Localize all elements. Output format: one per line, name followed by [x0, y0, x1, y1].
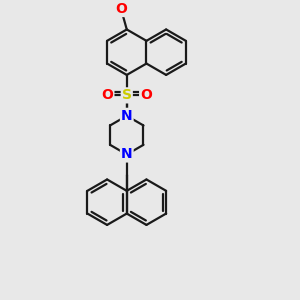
Text: O: O	[115, 2, 127, 16]
Text: N: N	[121, 109, 133, 123]
Text: S: S	[122, 88, 132, 102]
Text: O: O	[101, 88, 113, 102]
Text: N: N	[121, 148, 133, 161]
Text: O: O	[140, 88, 152, 102]
